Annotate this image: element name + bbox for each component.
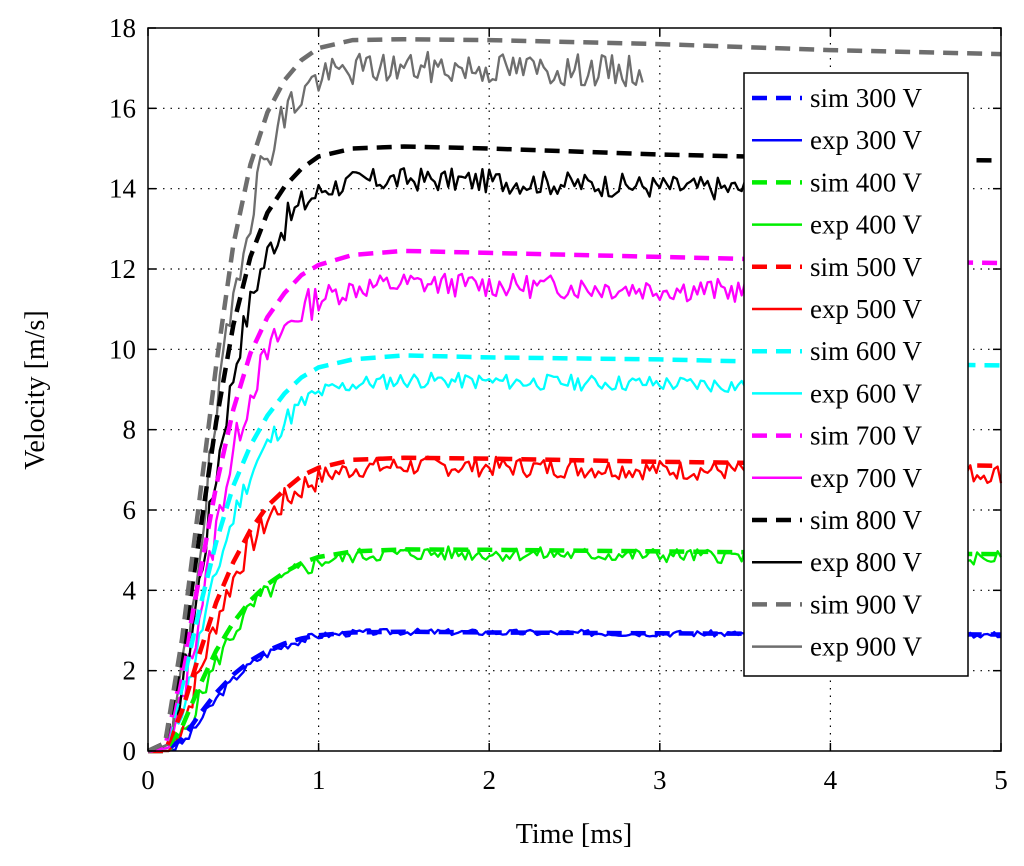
series-line-sim-900-v [147, 36, 1002, 754]
plot-frame [147, 27, 1002, 752]
y-tick-label: 14 [109, 174, 137, 204]
legend-box [743, 72, 969, 677]
series-line-sim-800-v [147, 144, 1002, 754]
series-lines [147, 36, 1003, 754]
x-tick-label: 1 [312, 765, 326, 795]
legend-label: exp 900 V [810, 632, 922, 662]
series-line-sim-300-v [148, 629, 1002, 754]
x-tick-label: 4 [824, 765, 838, 795]
legend-label: exp 800 V [810, 547, 922, 577]
y-tick-label: 4 [123, 575, 137, 605]
series-line-exp-600-v [148, 371, 747, 753]
y-tick-label: 18 [109, 13, 136, 43]
x-tick-labels: 0 1 2 3 4 5 [141, 765, 1008, 795]
legend-label: sim 600 V [810, 336, 923, 366]
legend-label: sim 400 V [810, 167, 923, 197]
series-line-sim-500-v [148, 455, 1002, 754]
y-tick-label: 12 [109, 254, 136, 284]
x-tick-label: 0 [141, 765, 155, 795]
axis-ticks [147, 27, 1002, 752]
x-axis-label: Time [ms] [516, 819, 632, 850]
x-tick-label: 2 [482, 765, 496, 795]
legend-label: exp 600 V [810, 378, 922, 408]
series-line-sim-600-v [147, 353, 1002, 754]
legend-label: exp 300 V [810, 125, 922, 155]
y-tick-label: 6 [123, 495, 137, 525]
legend-label: sim 900 V [810, 589, 923, 619]
y-tick-label: 16 [109, 93, 136, 123]
series-line-sim-400-v [148, 547, 1002, 754]
y-tick-label: 2 [123, 656, 137, 686]
series-line-sim-700-v [147, 248, 1002, 754]
y-axis-label: Velocity [m/s] [20, 310, 51, 469]
series-line-exp-700-v [148, 272, 747, 753]
series-line-exp-800-v [148, 167, 747, 753]
series-line-exp-900-v [148, 50, 644, 753]
legend: sim 300 V exp 300 V sim 400 V exp 400 V sim … [743, 72, 969, 677]
y-tick-label: 8 [123, 415, 137, 445]
legend-label: sim 800 V [810, 505, 923, 535]
legend-label: sim 500 V [810, 252, 923, 282]
x-tick-label: 3 [653, 765, 667, 795]
legend-label: sim 300 V [810, 83, 923, 113]
legend-label: exp 400 V [810, 210, 922, 240]
legend-label: sim 700 V [810, 421, 923, 451]
y-tick-label: 10 [109, 334, 136, 364]
y-tick-label: 0 [123, 736, 137, 766]
legend-label: exp 700 V [810, 463, 922, 493]
legend-label: exp 500 V [810, 294, 922, 324]
x-tick-label: 5 [994, 765, 1008, 795]
y-tick-labels: 0 2 4 6 8 10 12 14 16 18 [109, 13, 137, 766]
